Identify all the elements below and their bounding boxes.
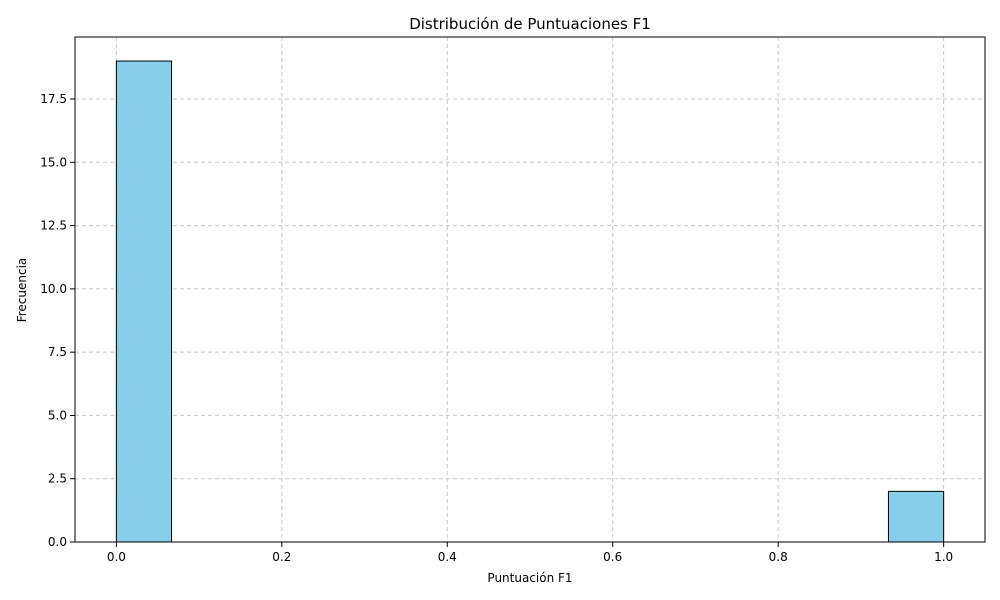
y-tick-label-3: 7.5 <box>48 345 67 359</box>
histogram-bar-0 <box>115 60 173 543</box>
y-axis-label: Frecuencia <box>15 258 29 323</box>
y-tick-label-1: 2.5 <box>48 472 67 486</box>
x-tick-label-1: 0.2 <box>272 550 291 564</box>
x-tick-label-2: 0.4 <box>438 550 457 564</box>
grid-lines <box>75 37 985 543</box>
x-axis-ticks: 0.0 0.2 0.4 0.6 0.8 1.0 <box>107 542 953 564</box>
x-tick-label-5: 1.0 <box>934 550 953 564</box>
y-axis-ticks: 0.0 2.5 5.0 7.5 10.0 12.5 15.0 17.5 <box>40 92 75 549</box>
x-axis-label: Puntuación F1 <box>487 571 572 585</box>
x-tick-label-3: 0.6 <box>603 550 622 564</box>
y-tick-label-5: 12.5 <box>40 219 67 233</box>
y-tick-label-0: 0.0 <box>48 535 67 549</box>
x-tick-label-0: 0.0 <box>107 550 126 564</box>
plot-frame <box>74 36 986 543</box>
y-tick-label-7: 17.5 <box>40 92 67 106</box>
y-tick-label-2: 5.0 <box>48 408 67 422</box>
y-tick-label-4: 10.0 <box>40 282 67 296</box>
chart-title: Distribución de Puntuaciones F1 <box>409 15 651 33</box>
y-tick-label-6: 15.0 <box>40 155 67 169</box>
histogram-bars <box>115 60 945 543</box>
x-tick-label-4: 0.8 <box>769 550 788 564</box>
histogram-bar-1 <box>887 490 945 543</box>
